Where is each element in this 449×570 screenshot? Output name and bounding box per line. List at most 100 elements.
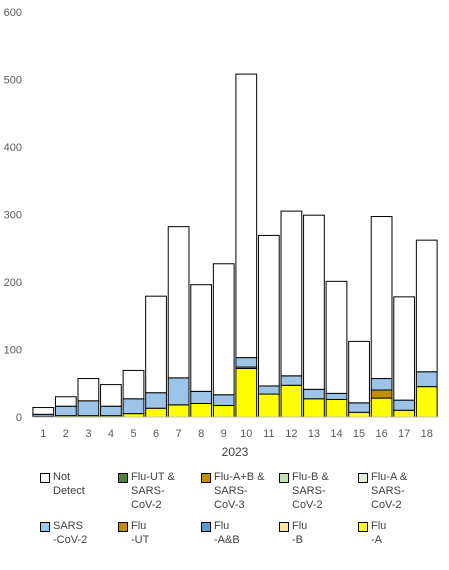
bar-stack-10 xyxy=(235,73,258,418)
legend-label: Flu -A xyxy=(371,520,387,546)
legend-label: Flu-A+B & SARS- CoV-3 xyxy=(214,471,265,511)
bar-segment xyxy=(303,388,325,400)
y-tick-label: 500 xyxy=(4,75,22,87)
bar-segment xyxy=(280,210,303,377)
bar-segment xyxy=(415,386,438,418)
bar-segment xyxy=(370,389,393,399)
x-axis-ticks: 1 2 3 4 5 6 7 8 9 10 11 12 13 14 15 16 17 18 xyxy=(40,428,433,440)
bar-stack-12 xyxy=(280,210,303,418)
legend-swatch xyxy=(40,522,50,532)
bar-segment xyxy=(393,409,416,418)
legend-label: Flu-B & SARS- CoV-2 xyxy=(292,471,329,511)
bar-segment xyxy=(190,284,213,392)
bar-segment xyxy=(348,411,370,418)
x-tick-label: 16 xyxy=(375,428,387,440)
legend-item: Flu -A&B xyxy=(201,519,240,547)
bar-segment xyxy=(235,357,258,368)
bar-segment xyxy=(257,385,280,395)
bar-segment xyxy=(393,399,416,411)
bar-segment xyxy=(303,398,325,418)
bar-stack-2 xyxy=(54,396,77,418)
bar-stack-6 xyxy=(145,295,167,418)
bar-segment xyxy=(348,402,370,413)
legend-item: Flu -A xyxy=(358,519,386,547)
bar-segment xyxy=(100,405,122,417)
bar-stacks xyxy=(32,73,438,418)
x-tick-label: 12 xyxy=(285,428,297,440)
bar-stack-18 xyxy=(415,239,438,418)
bar-segment xyxy=(167,226,190,379)
legend-swatch xyxy=(118,473,128,483)
legend-label: Flu -B xyxy=(292,520,308,546)
y-tick-label: 0 xyxy=(16,412,22,424)
x-tick-label: 3 xyxy=(85,428,91,440)
bar-segment xyxy=(393,296,416,401)
legend-label: SARS -CoV-2 xyxy=(53,520,88,546)
legend-swatch xyxy=(201,522,211,532)
bar-segment xyxy=(257,393,280,418)
bar-stack-17 xyxy=(393,296,416,418)
x-tick-label: 5 xyxy=(130,428,136,440)
bar-segment xyxy=(122,398,145,415)
bar-segment xyxy=(325,280,348,394)
bar-segment xyxy=(32,407,55,415)
bar-segment xyxy=(77,378,100,402)
x-tick-label: 11 xyxy=(263,428,274,440)
bar-stack-14 xyxy=(325,280,348,418)
legend-swatch xyxy=(358,522,368,532)
bar-segment xyxy=(235,367,258,418)
bar-segment xyxy=(145,407,167,418)
bar-segment xyxy=(370,397,393,418)
y-axis: 0 100 200 300 400 500 600 xyxy=(4,7,22,424)
legend-swatch xyxy=(279,473,289,483)
y-tick-label: 300 xyxy=(4,210,22,222)
bar-stack-9 xyxy=(212,263,235,418)
bar-stack-5 xyxy=(122,369,145,418)
bar-segment xyxy=(415,371,438,388)
bar-stack-7 xyxy=(167,226,190,418)
legend-item: Flu-B & SARS- CoV-2 xyxy=(279,470,329,512)
x-tick-label: 8 xyxy=(198,428,204,440)
legend-item: SARS -CoV-2 xyxy=(40,519,87,547)
bar-segment xyxy=(190,390,213,405)
bar-stack-15 xyxy=(348,340,370,418)
bar-segment xyxy=(303,214,325,390)
bar-segment xyxy=(54,405,77,417)
bar-stack-11 xyxy=(257,234,280,418)
bar-segment xyxy=(370,216,393,380)
y-tick-label: 400 xyxy=(4,142,22,154)
x-tick-label: 17 xyxy=(398,428,410,440)
legend-item: Flu-A & SARS- CoV-2 xyxy=(358,470,407,512)
x-tick-label: 14 xyxy=(330,428,342,440)
bar-segment xyxy=(325,392,348,400)
bar-segment xyxy=(257,234,280,387)
bar-stack-13 xyxy=(303,214,325,418)
bar-segment xyxy=(167,404,190,418)
legend-item: Flu -B xyxy=(279,519,307,547)
bar-segment xyxy=(235,73,258,359)
legend-label: Flu-UT & SARS- CoV-2 xyxy=(131,471,175,511)
legend-label: Flu -UT xyxy=(131,520,150,546)
x-tick-label: 1 xyxy=(40,428,46,440)
bar-segment xyxy=(280,375,303,386)
bar-segment xyxy=(167,377,190,406)
bar-segment xyxy=(100,384,122,407)
y-tick-label: 600 xyxy=(4,7,22,19)
x-axis-title: 2023 xyxy=(222,445,249,459)
bar-segment xyxy=(348,340,370,404)
bar-segment xyxy=(145,295,167,394)
x-tick-label: 2 xyxy=(63,428,69,440)
legend-item: Flu -UT xyxy=(118,519,149,547)
x-tick-label: 6 xyxy=(153,428,159,440)
bar-stack-4 xyxy=(100,384,122,418)
bar-segment xyxy=(212,405,235,418)
bar-stack-1 xyxy=(32,407,55,418)
legend-swatch xyxy=(201,473,211,483)
x-tick-label: 7 xyxy=(176,428,182,440)
bar-stack-16 xyxy=(370,216,393,418)
x-tick-label: 9 xyxy=(221,428,227,440)
legend-swatch xyxy=(118,522,128,532)
bar-segment xyxy=(145,392,167,409)
y-tick-label: 100 xyxy=(4,345,22,357)
x-tick-label: 15 xyxy=(353,428,365,440)
